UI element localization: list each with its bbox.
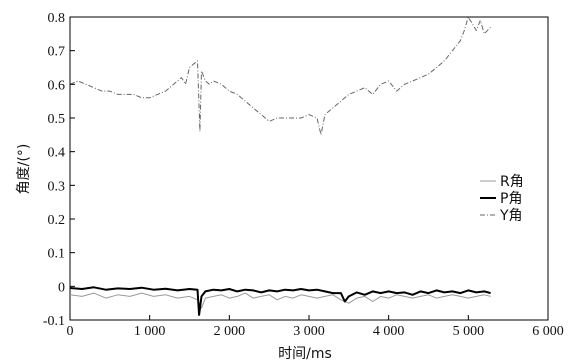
x-tick-label: 3 000: [293, 324, 325, 339]
y-axis-title: 角度/(°): [16, 144, 32, 195]
series-layer: [69, 16, 491, 316]
plot-border: [69, 16, 549, 321]
x-tick-label: 2 000: [214, 324, 246, 339]
x-tick-label: 4 000: [373, 324, 405, 339]
x-axis-title: 时间/ms: [278, 346, 332, 362]
y-tick-label: 0.1: [48, 247, 66, 262]
series-line-2: [69, 286, 491, 316]
y-tick-label: 0.4: [48, 146, 66, 161]
y-tick-label: 0: [58, 280, 65, 295]
legend-label: Y角: [499, 208, 523, 224]
plot-frame: [69, 16, 549, 321]
y-tick-label: 0.3: [48, 179, 66, 194]
x-tick-label: 5 000: [453, 324, 485, 339]
series-line-1: [69, 292, 491, 309]
y-tick-label: 0.7: [48, 45, 66, 60]
y-tick-label: 0.2: [48, 213, 66, 228]
x-tick-label: 1 000: [134, 324, 166, 339]
x-tick-label: 6 000: [532, 324, 564, 339]
legend-label: P角: [500, 191, 522, 207]
y-tick-label: 0.8: [48, 11, 66, 26]
legend-label: R角: [500, 174, 524, 190]
series-line-3: [69, 16, 491, 136]
y-tick-label: -0.1: [43, 314, 65, 329]
x-tick-label: 0: [67, 324, 74, 339]
y-tick-label: 0.5: [48, 112, 66, 127]
y-tick-label: 0.6: [48, 78, 66, 93]
